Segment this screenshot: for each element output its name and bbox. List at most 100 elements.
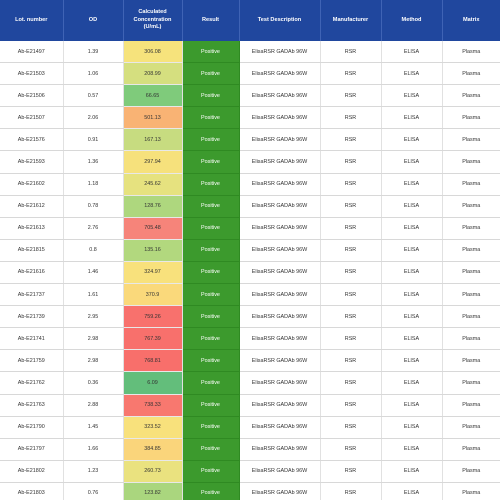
header-matrix: Matrix [442,0,500,41]
cell-concentration: 768.81 [123,349,183,373]
cell-test-description: ElisaRSR GADAb 96W [239,283,321,307]
cell-matrix: Plasma [442,128,500,152]
table-row: Ab-E21602 1.18 245.62 Positive ElisaRSR GADA… [0,173,500,196]
cell-concentration: 370.9 [123,283,183,307]
header-manufacturer: Manufacturer [320,0,382,41]
table-row: Ab-E21506 0.57 66.65 Positive ElisaRSR GADAb… [0,84,500,108]
header-lot-number: Lot. number [0,0,64,41]
cell-result: Positive [182,62,240,86]
cell-lot-number: Ab-E21497 [0,41,64,64]
cell-od: 2.98 [63,327,124,351]
table-row: Ab-E21497 1.39 306.08 Positive ElisaRSR GADA… [0,41,500,64]
cell-lot-number: Ab-E21602 [0,173,64,196]
cell-lot-number: Ab-E21741 [0,327,64,351]
cell-matrix: Plasma [442,217,500,240]
cell-matrix: Plasma [442,327,500,351]
cell-manufacturer: RSR [320,261,382,285]
cell-test-description: ElisaRSR GADAb 96W [239,217,321,240]
table-row: Ab-E21815 0.8 135.16 Positive ElisaRSR GADAb… [0,239,500,262]
cell-concentration: 208.99 [123,62,183,86]
cell-od: 0.78 [63,195,124,218]
cell-test-description: ElisaRSR GADAb 96W [239,438,321,461]
cell-od: 0.57 [63,84,124,108]
cell-manufacturer: RSR [320,283,382,307]
cell-concentration: 6.09 [123,371,183,395]
cell-method: ELISA [381,84,443,108]
cell-matrix: Plasma [442,261,500,285]
cell-method: ELISA [381,305,443,329]
cell-test-description: ElisaRSR GADAb 96W [239,239,321,262]
header-result: Result [182,0,240,41]
cell-test-description: ElisaRSR GADAb 96W [239,106,321,130]
cell-manufacturer: RSR [320,217,382,240]
cell-result: Positive [182,195,240,218]
cell-method: ELISA [381,128,443,152]
cell-manufacturer: RSR [320,482,382,500]
cell-lot-number: Ab-E21616 [0,261,64,285]
cell-result: Positive [182,173,240,196]
cell-manufacturer: RSR [320,150,382,174]
table-row: Ab-E21503 1.06 208.99 Positive ElisaRSR GADA… [0,62,500,86]
table-row: Ab-E21790 1.45 323.52 Positive ElisaRSR GADA… [0,416,500,439]
cell-concentration: 66.65 [123,84,183,108]
table-row: Ab-E21616 1.46 324.97 Positive ElisaRSR GADA… [0,261,500,285]
cell-method: ELISA [381,327,443,351]
cell-lot-number: Ab-E21803 [0,482,64,500]
cell-manufacturer: RSR [320,62,382,86]
cell-od: 2.06 [63,106,124,130]
cell-test-description: ElisaRSR GADAb 96W [239,150,321,174]
table-row: Ab-E21802 1.23 260.73 Positive ElisaRSR GADA… [0,460,500,483]
cell-result: Positive [182,349,240,373]
cell-manufacturer: RSR [320,371,382,395]
table-row: Ab-E21576 0.91 167.13 Positive ElisaRSR GADA… [0,128,500,152]
cell-concentration: 705.48 [123,217,183,240]
cell-lot-number: Ab-E21790 [0,416,64,439]
cell-test-description: ElisaRSR GADAb 96W [239,62,321,86]
cell-concentration: 306.08 [123,41,183,64]
cell-concentration: 738.33 [123,394,183,417]
cell-matrix: Plasma [442,394,500,417]
cell-result: Positive [182,416,240,439]
cell-od: 2.76 [63,217,124,240]
cell-concentration: 501.13 [123,106,183,130]
cell-test-description: ElisaRSR GADAb 96W [239,41,321,64]
cell-matrix: Plasma [442,283,500,307]
cell-method: ELISA [381,460,443,483]
cell-result: Positive [182,371,240,395]
cell-test-description: ElisaRSR GADAb 96W [239,128,321,152]
cell-test-description: ElisaRSR GADAb 96W [239,173,321,196]
table-row: Ab-E21763 2.88 738.33 Positive ElisaRSR GADA… [0,394,500,417]
cell-matrix: Plasma [442,195,500,218]
cell-concentration: 323.52 [123,416,183,439]
table-body: Ab-E21497 1.39 306.08 Positive ElisaRSR GADA… [0,41,500,500]
cell-od: 1.46 [63,261,124,285]
cell-lot-number: Ab-E21739 [0,305,64,329]
table-row: Ab-E21739 2.95 759.26 Positive ElisaRSR GADA… [0,305,500,329]
cell-manufacturer: RSR [320,460,382,483]
cell-method: ELISA [381,173,443,196]
cell-manufacturer: RSR [320,41,382,64]
cell-matrix: Plasma [442,173,500,196]
cell-test-description: ElisaRSR GADAb 96W [239,327,321,351]
cell-concentration: 167.13 [123,128,183,152]
cell-od: 2.95 [63,305,124,329]
header-method: Method [381,0,443,41]
table-row: Ab-E21737 1.61 370.9 Positive ElisaRSR GADAb… [0,283,500,307]
cell-test-description: ElisaRSR GADAb 96W [239,371,321,395]
cell-result: Positive [182,460,240,483]
cell-lot-number: Ab-E21576 [0,128,64,152]
cell-od: 0.36 [63,371,124,395]
cell-od: 1.61 [63,283,124,307]
cell-result: Positive [182,327,240,351]
cell-result: Positive [182,217,240,240]
cell-test-description: ElisaRSR GADAb 96W [239,394,321,417]
cell-method: ELISA [381,482,443,500]
cell-concentration: 128.76 [123,195,183,218]
cell-manufacturer: RSR [320,128,382,152]
cell-result: Positive [182,394,240,417]
cell-method: ELISA [381,349,443,373]
cell-matrix: Plasma [442,106,500,130]
cell-result: Positive [182,84,240,108]
table-row: Ab-E21593 1.36 297.94 Positive ElisaRSR GADA… [0,150,500,174]
